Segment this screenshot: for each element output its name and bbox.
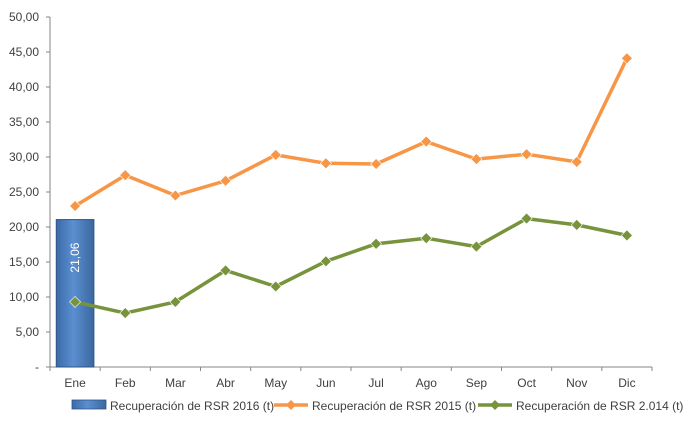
x-tick-label: Abr (216, 376, 235, 390)
x-tick-label: Nov (566, 376, 587, 390)
y-tick-label: 45,00 (9, 45, 39, 59)
x-tick-label: Ene (64, 376, 86, 390)
y-tick-label: 25,00 (9, 185, 39, 199)
data-point-marker (420, 135, 433, 148)
x-tick-label: Ago (416, 376, 438, 390)
x-tick-label: Feb (115, 376, 136, 390)
y-tick-label: 15,00 (9, 255, 39, 269)
y-tick-label: 40,00 (9, 80, 39, 94)
legend-marker (490, 400, 500, 410)
data-point-marker (119, 307, 132, 320)
y-tick-label: 5,00 (16, 325, 40, 339)
data-point-marker (370, 237, 383, 250)
data-point-marker (470, 153, 483, 166)
data-point-marker (269, 280, 282, 293)
y-tick-label: 35,00 (9, 115, 39, 129)
data-point-marker (219, 264, 232, 277)
data-point-marker (169, 189, 182, 202)
y-tick-label: 10,00 (9, 290, 39, 304)
data-point-marker (620, 52, 633, 65)
legend-swatch (71, 399, 107, 410)
x-tick-label: Jul (368, 376, 383, 390)
data-point-marker (69, 295, 82, 308)
data-point-marker (620, 229, 633, 242)
y-tick-label: 50,00 (9, 10, 39, 24)
data-point-marker (319, 255, 332, 268)
data-point-marker (520, 148, 533, 161)
x-tick-label: Sep (466, 376, 488, 390)
x-tick-label: Mar (165, 376, 186, 390)
data-point-marker (420, 232, 433, 245)
data-point-marker (520, 212, 533, 225)
legend-label: Recuperación de RSR 2016 (t) (110, 399, 274, 413)
data-point-marker (169, 295, 182, 308)
data-point-marker (470, 240, 483, 253)
y-tick-label: - (35, 360, 39, 374)
bar-data-label: 21,06 (68, 242, 82, 272)
series-line (74, 57, 629, 208)
data-point-marker (570, 218, 583, 231)
x-tick-label: May (264, 376, 287, 390)
y-tick-label: 20,00 (9, 220, 39, 234)
legend-marker (286, 400, 296, 410)
data-point-marker (119, 169, 132, 182)
data-point-marker (319, 157, 332, 170)
legend-label: Recuperación de RSR 2.014 (t) (516, 399, 683, 413)
x-tick-label: Oct (517, 376, 536, 390)
data-point-marker (69, 200, 82, 212)
data-point-marker (370, 158, 383, 170)
data-point-marker (570, 155, 583, 168)
x-tick-label: Jun (316, 376, 335, 390)
y-tick-label: 30,00 (9, 150, 39, 164)
data-point-marker (269, 148, 282, 161)
x-tick-label: Dic (618, 376, 635, 390)
legend-label: Recuperación de RSR 2015 (t) (312, 399, 476, 413)
series-line (74, 216, 628, 315)
bar (55, 219, 95, 368)
data-point-marker (219, 174, 232, 187)
